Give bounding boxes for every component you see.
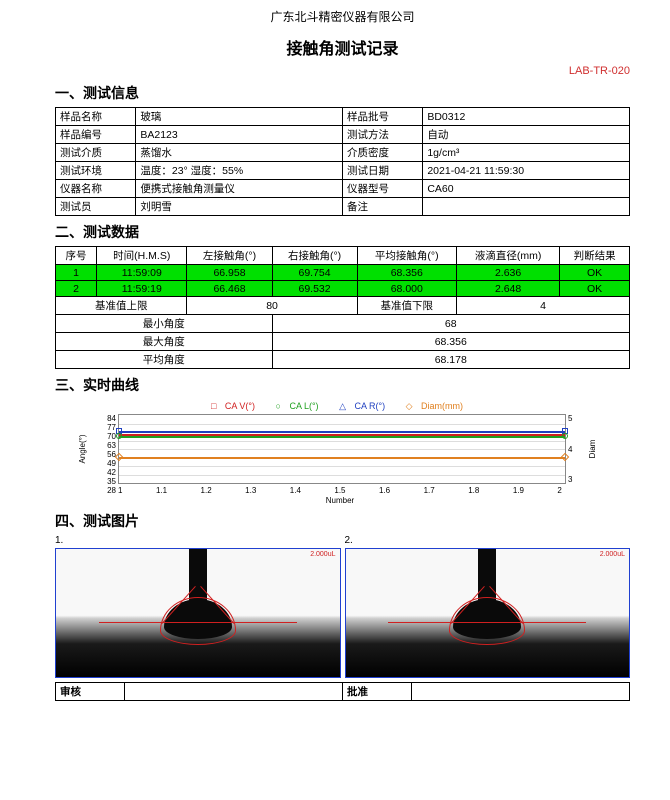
signature-table: 审核 批准 <box>55 682 630 701</box>
test-photos: 1. 2.000uL 2. 2.000uL <box>55 535 630 678</box>
data-table: 序号时间(H.M.S) 左接触角(°)右接触角(°) 平均接触角(°)液滴直径(… <box>55 246 630 369</box>
photo-1: 2.000uL <box>55 548 341 678</box>
photo-2: 2.000uL <box>345 548 631 678</box>
company-name: 广东北斗精密仪器有限公司 <box>55 8 630 25</box>
xticks: 11.11.21.31.41.51.61.71.81.92 <box>118 486 562 495</box>
doc-id: LAB-TR-020 <box>55 65 630 77</box>
section-1-header: 一、测试信息 <box>55 83 630 103</box>
chart-plot <box>118 414 566 484</box>
doc-title: 接触角测试记录 <box>55 35 630 59</box>
chart-legend: □ CA V(°) ○ CA L(°) △ CA R(°) ◇ Diam(mm) <box>100 401 580 412</box>
yticks-left: 847770635649423528 <box>100 414 118 484</box>
section-2-header: 二、测试数据 <box>55 222 630 242</box>
section-4-header: 四、测试图片 <box>55 511 630 531</box>
info-table: 样品名称玻璃样品批号BD0312 样品编号BA2123测试方法自动 测试介质蒸馏… <box>55 107 630 216</box>
chart: □ CA V(°) ○ CA L(°) △ CA R(°) ◇ Diam(mm)… <box>100 401 580 505</box>
data-row: 111:59:09 66.95869.754 68.3562.636 OK <box>56 265 630 281</box>
yticks-right: 543 <box>566 414 580 484</box>
section-3-header: 三、实时曲线 <box>55 375 630 395</box>
data-row: 211:59:19 66.46869.532 68.0002.648 OK <box>56 281 630 297</box>
